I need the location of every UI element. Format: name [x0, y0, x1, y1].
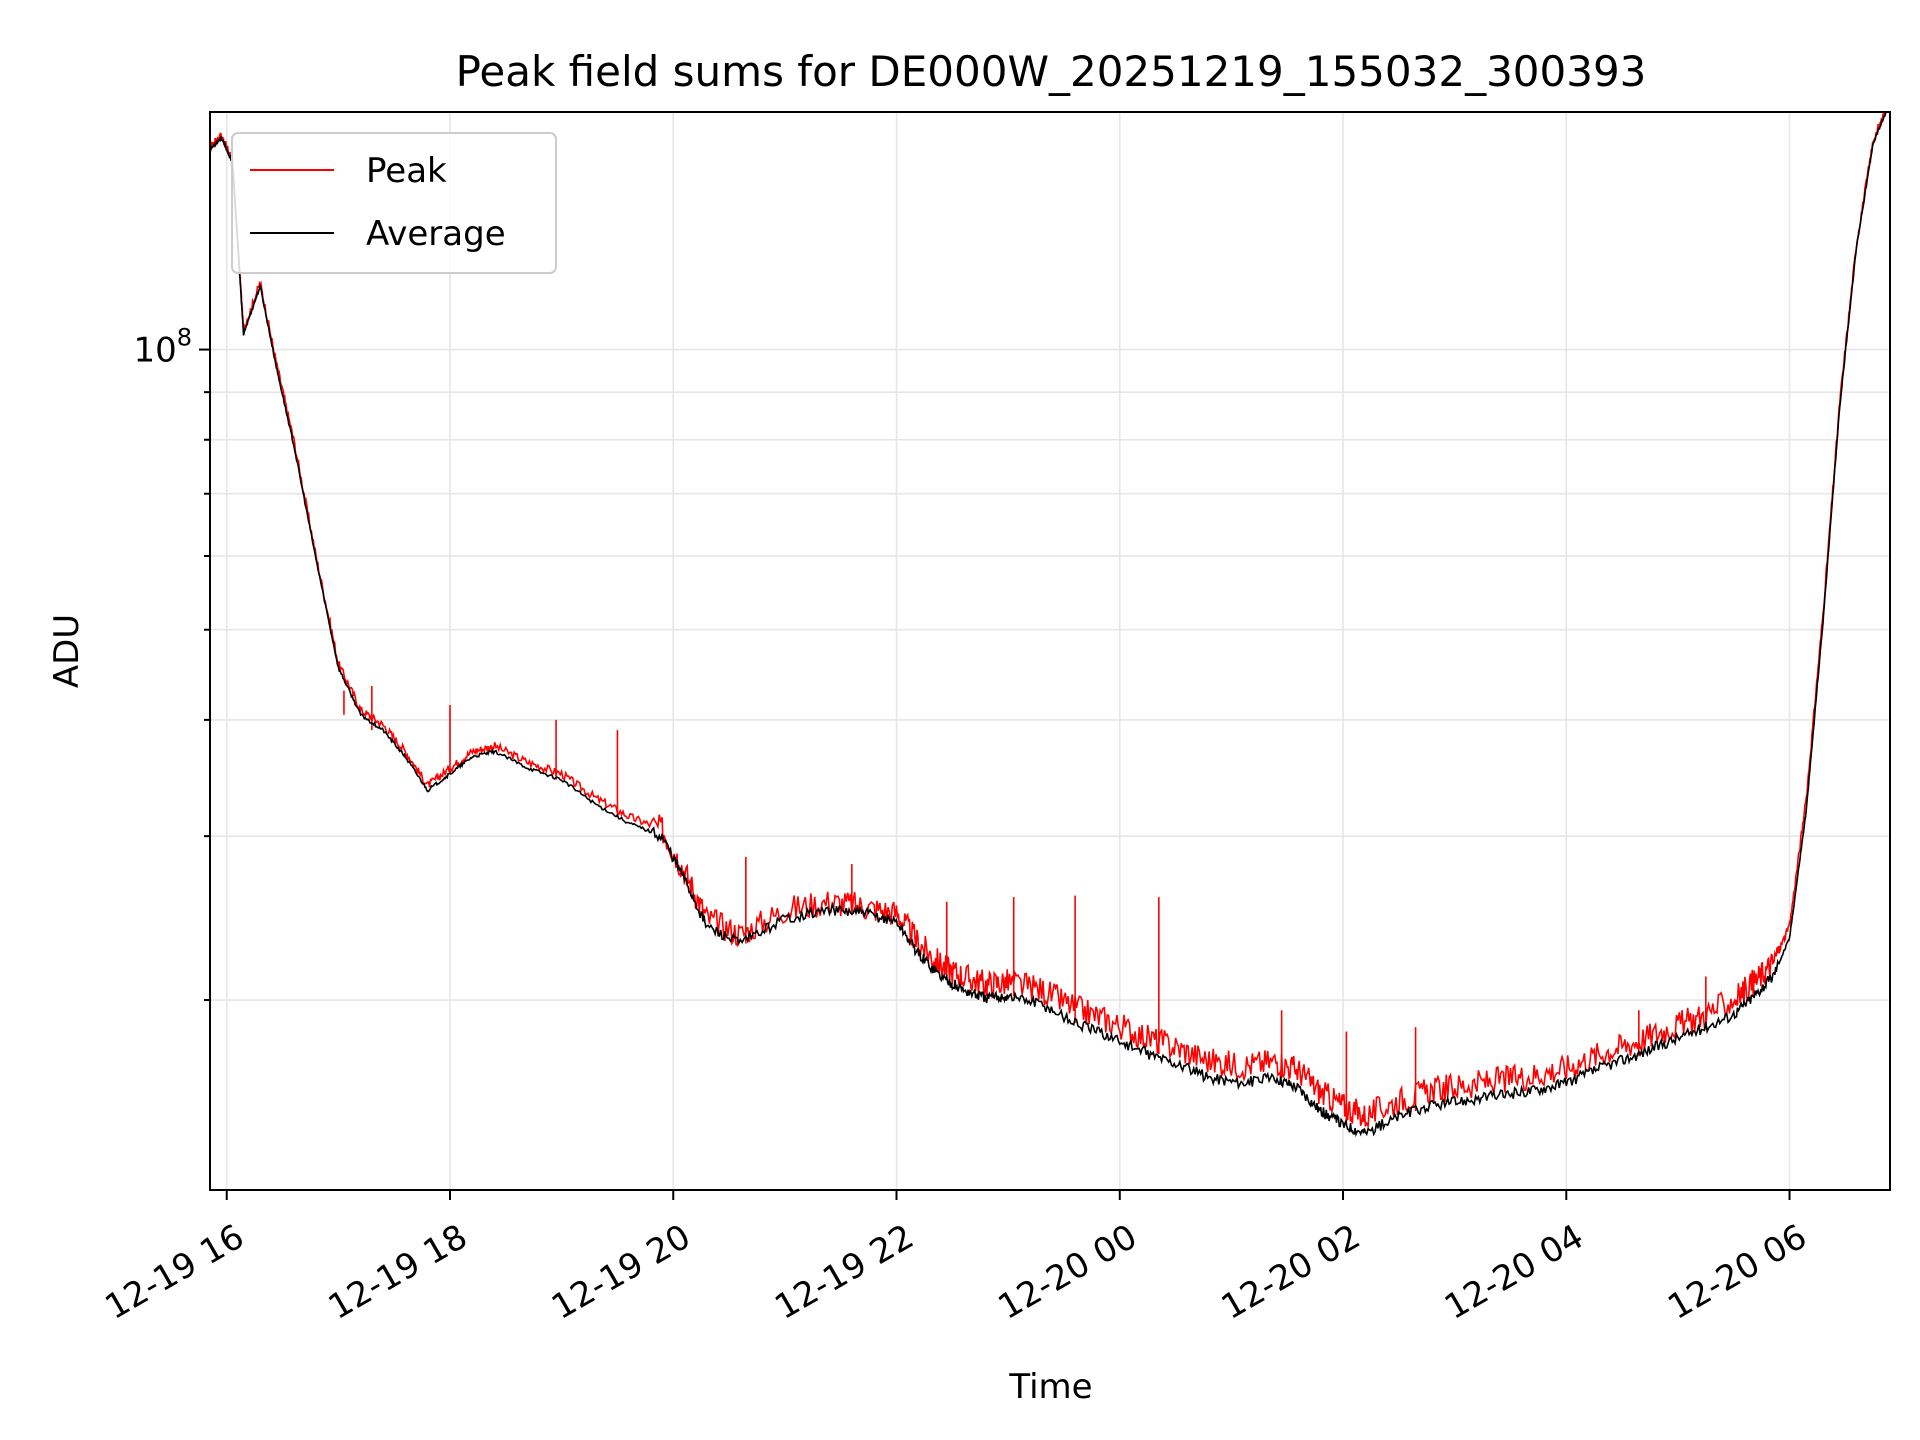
legend: Peak Average	[231, 132, 557, 274]
y-axis: 108	[133, 324, 210, 1002]
plot-area	[210, 112, 1888, 1138]
series-line-peak	[210, 112, 1888, 1130]
series-line-average	[210, 112, 1887, 1138]
axes-frame	[209, 111, 1891, 1191]
chart-title: Peak field sums for DE000W_20251219_1550…	[456, 47, 1647, 96]
legend-box	[231, 132, 557, 274]
y-axis-label: ADU	[47, 614, 87, 688]
grid	[210, 112, 1890, 1190]
x-axis-label: Time	[1008, 1367, 1092, 1407]
y-tick-label-1e8: 108	[133, 324, 192, 371]
legend-label-peak: Peak	[366, 151, 447, 191]
legend-label-average: Average	[366, 214, 506, 254]
